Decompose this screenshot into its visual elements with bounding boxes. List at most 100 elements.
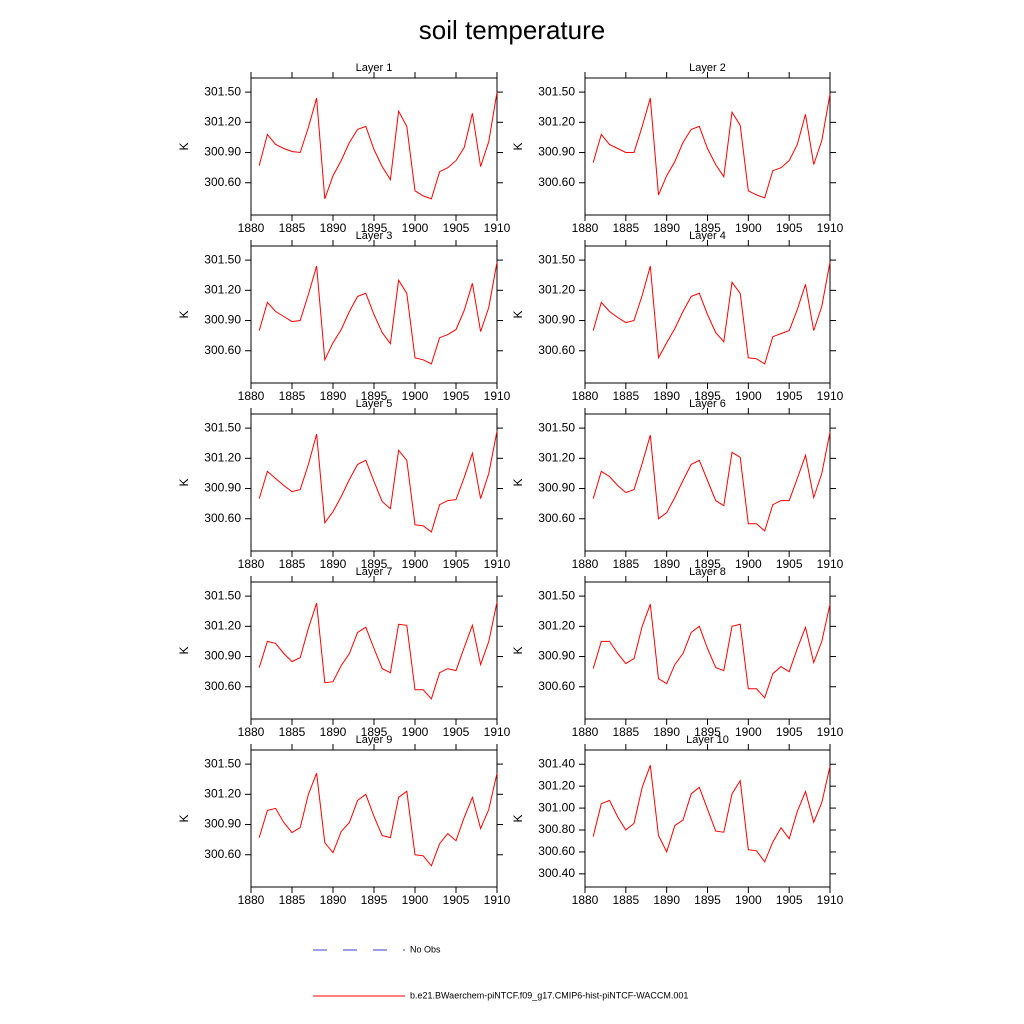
- page-title: soil temperature: [419, 15, 605, 45]
- x-tick-label: 1895: [694, 557, 721, 571]
- x-tick-label: 1890: [320, 221, 347, 235]
- y-axis-label: K: [511, 142, 525, 150]
- y-tick-label: 300.90: [204, 817, 241, 831]
- y-tick-label: 300.90: [204, 145, 241, 159]
- x-tick-label: 1885: [612, 893, 639, 907]
- y-tick-label: 300.60: [204, 679, 241, 693]
- plot-frame: [250, 77, 498, 216]
- data-line: [258, 92, 498, 200]
- x-tick-label: 1885: [279, 557, 306, 571]
- y-tick-label: 300.90: [538, 481, 575, 495]
- y-tick-label: 301.00: [538, 800, 575, 814]
- x-tick-label: 1905: [776, 893, 803, 907]
- x-tick-label: 1910: [484, 221, 511, 235]
- y-tick-label: 300.60: [538, 343, 575, 357]
- y-tick-label: 300.60: [538, 175, 575, 189]
- y-tick-label: 301.50: [204, 756, 241, 770]
- y-axis-label: K: [511, 814, 525, 822]
- plot-frame: [584, 77, 831, 216]
- x-tick-label: 1900: [402, 389, 429, 403]
- y-tick-label: 300.60: [204, 847, 241, 861]
- panel-title: Layer 1: [356, 62, 393, 74]
- y-tick-label: 300.90: [538, 145, 575, 159]
- y-tick-label: 300.60: [204, 511, 241, 525]
- panel-title: Layer 3: [356, 230, 393, 242]
- data-line: [592, 94, 831, 199]
- x-tick-label: 1895: [694, 725, 721, 739]
- x-tick-label: 1880: [238, 725, 265, 739]
- panel-title: Layer 8: [689, 566, 726, 578]
- x-tick-label: 1900: [735, 221, 762, 235]
- x-tick-label: 1880: [238, 893, 265, 907]
- y-tick-label: 301.50: [538, 588, 575, 602]
- x-tick-label: 1910: [484, 893, 511, 907]
- x-tick-label: 1900: [735, 557, 762, 571]
- x-tick-label: 1905: [443, 389, 470, 403]
- y-axis-label: K: [177, 310, 191, 318]
- y-tick-label: 301.50: [538, 252, 575, 266]
- x-tick-label: 1905: [776, 389, 803, 403]
- x-tick-label: 1885: [279, 221, 306, 235]
- y-tick-label: 301.20: [204, 618, 241, 632]
- y-tick-label: 301.20: [204, 114, 241, 128]
- y-tick-label: 301.20: [538, 282, 575, 296]
- panel-title: Layer 10: [686, 734, 729, 746]
- y-tick-label: 300.60: [538, 511, 575, 525]
- y-tick-label: 301.50: [204, 588, 241, 602]
- x-tick-label: 1905: [776, 221, 803, 235]
- x-tick-label: 1890: [653, 725, 680, 739]
- panel-title: Layer 5: [356, 398, 393, 410]
- y-axis-label: K: [177, 478, 191, 486]
- x-tick-label: 1890: [653, 893, 680, 907]
- x-tick-label: 1885: [279, 893, 306, 907]
- legend-label: b.e21.BWaerchem-piNTCF.f09_g17.CMIP6-his…: [410, 990, 688, 1000]
- y-tick-label: 300.40: [538, 866, 575, 880]
- y-tick-label: 301.20: [204, 450, 241, 464]
- panel-title: Layer 2: [689, 62, 726, 74]
- data-line: [592, 432, 831, 532]
- x-tick-label: 1880: [238, 221, 265, 235]
- x-tick-label: 1885: [612, 557, 639, 571]
- y-tick-label: 300.60: [538, 844, 575, 858]
- data-line: [258, 773, 498, 867]
- y-axis-label: K: [177, 646, 191, 654]
- x-tick-label: 1890: [653, 557, 680, 571]
- x-tick-label: 1900: [735, 389, 762, 403]
- x-tick-label: 1910: [817, 389, 844, 403]
- y-tick-label: 301.50: [204, 252, 241, 266]
- y-tick-label: 300.60: [204, 343, 241, 357]
- x-tick-label: 1910: [817, 725, 844, 739]
- x-tick-label: 1880: [572, 557, 599, 571]
- x-tick-label: 1900: [735, 725, 762, 739]
- x-tick-label: 1910: [484, 725, 511, 739]
- y-tick-label: 301.50: [538, 84, 575, 98]
- legend-label: No Obs: [410, 944, 441, 954]
- y-axis-label: K: [177, 814, 191, 822]
- y-tick-label: 300.90: [538, 649, 575, 663]
- x-tick-label: 1900: [735, 893, 762, 907]
- y-tick-label: 301.20: [538, 778, 575, 792]
- y-tick-label: 300.60: [538, 679, 575, 693]
- y-tick-label: 301.50: [204, 84, 241, 98]
- panel-title: Layer 9: [356, 734, 393, 746]
- x-tick-label: 1890: [653, 389, 680, 403]
- data-line: [592, 262, 831, 365]
- x-tick-label: 1910: [484, 389, 511, 403]
- x-tick-label: 1885: [279, 725, 306, 739]
- x-tick-label: 1905: [443, 893, 470, 907]
- x-tick-label: 1880: [238, 557, 265, 571]
- x-tick-label: 1900: [402, 725, 429, 739]
- y-tick-label: 300.90: [204, 313, 241, 327]
- x-tick-label: 1890: [320, 893, 347, 907]
- data-line: [258, 601, 498, 700]
- x-tick-label: 1895: [361, 221, 388, 235]
- y-axis-label: K: [177, 142, 191, 150]
- x-tick-label: 1885: [279, 389, 306, 403]
- y-tick-label: 301.20: [204, 282, 241, 296]
- x-tick-label: 1900: [402, 893, 429, 907]
- plot-frame: [250, 581, 498, 720]
- data-line: [258, 431, 498, 533]
- panel-title: Layer 7: [356, 566, 393, 578]
- x-tick-label: 1905: [443, 221, 470, 235]
